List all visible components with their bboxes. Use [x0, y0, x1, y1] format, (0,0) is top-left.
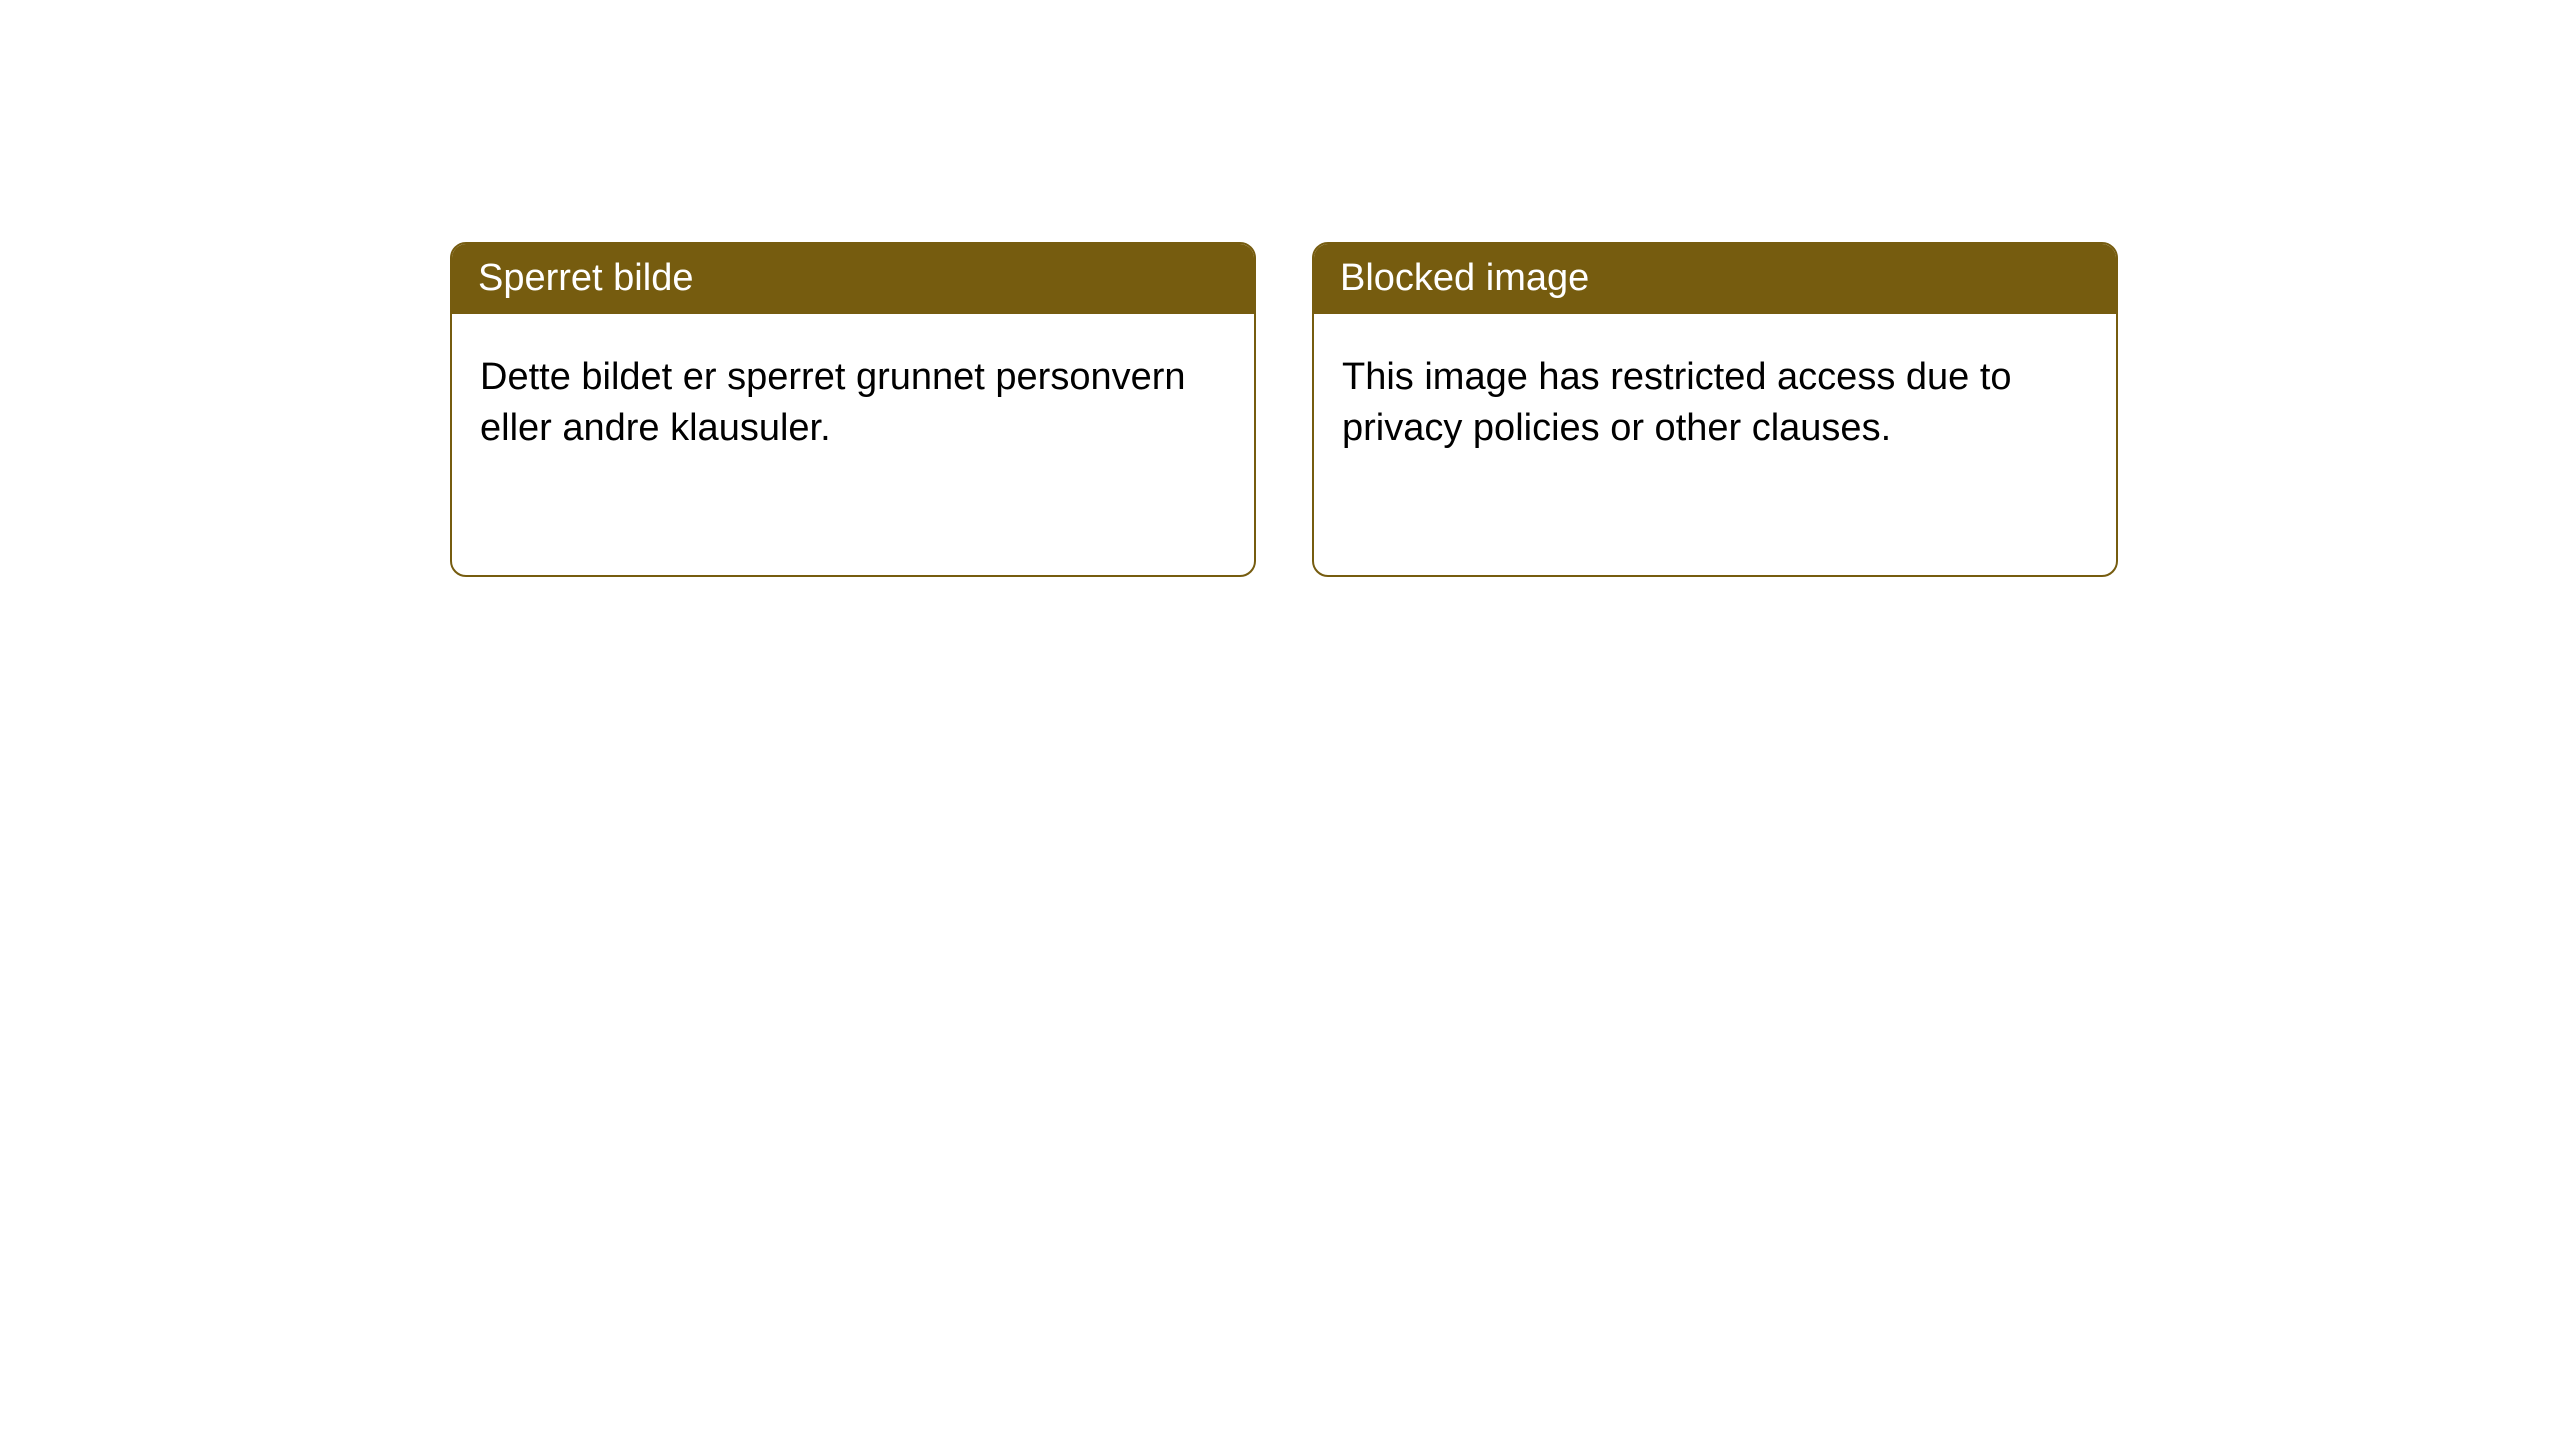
- notice-body-norwegian: Dette bildet er sperret grunnet personve…: [452, 314, 1254, 493]
- notice-header-norwegian: Sperret bilde: [452, 244, 1254, 314]
- notice-header-english: Blocked image: [1314, 244, 2116, 314]
- notice-card-norwegian: Sperret bilde Dette bildet er sperret gr…: [450, 242, 1256, 577]
- notice-container: Sperret bilde Dette bildet er sperret gr…: [0, 0, 2560, 577]
- notice-card-english: Blocked image This image has restricted …: [1312, 242, 2118, 577]
- notice-body-english: This image has restricted access due to …: [1314, 314, 2116, 493]
